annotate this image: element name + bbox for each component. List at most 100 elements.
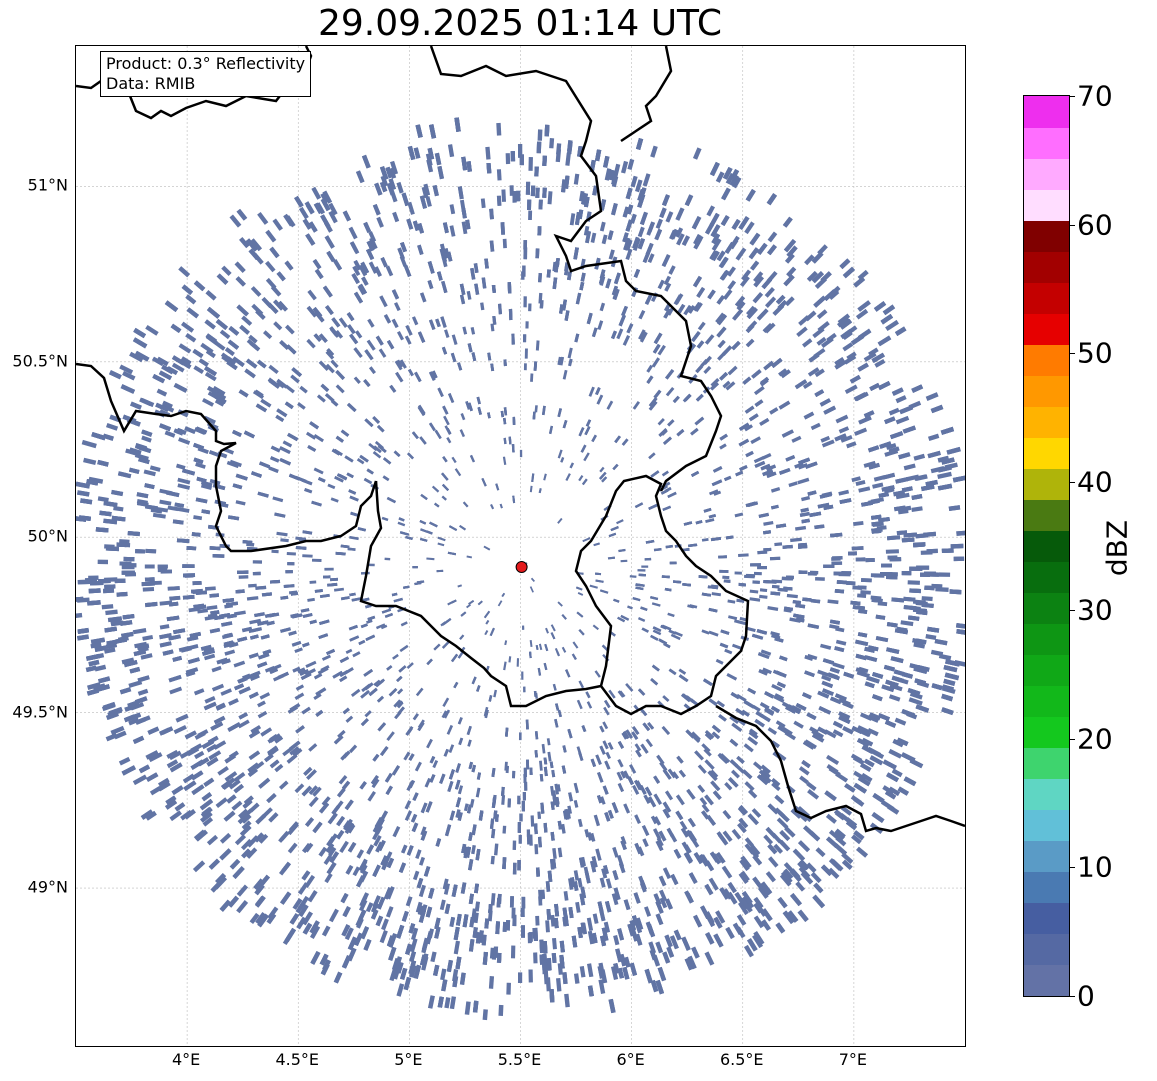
echo-cell [335,329,344,339]
echo-cell [257,700,266,708]
echo-cell [365,902,374,913]
echo-cell [623,956,631,968]
echo-cell [320,192,329,204]
echo-cell [265,260,276,273]
echo-cell [623,899,631,911]
echo-cell [833,843,848,856]
echo-cell [307,597,315,602]
echo-cell [313,673,323,680]
echo-cell [867,714,880,723]
echo-cell [831,556,841,561]
echo-cell [200,483,213,491]
echo-cell [855,846,869,858]
echo-cell [498,1004,504,1016]
echo-cell [434,152,442,166]
echo-cell [525,321,529,329]
echo-cell [352,265,361,277]
echo-cell [806,270,818,282]
echo-cell [913,453,926,461]
echo-cell [366,468,374,475]
echo-cell [260,398,272,408]
echo-cell [888,694,901,702]
echo-cell [270,445,281,453]
echo-cell [530,815,535,827]
echo-cell [180,356,192,366]
echo-cell [763,834,774,845]
echo-cell [415,901,423,913]
echo-cell [891,597,905,603]
echo-cell [375,825,383,835]
echo-cell [809,726,819,735]
echo-cell [797,861,808,872]
echo-cell [709,489,719,496]
echo-cell [789,617,801,623]
echo-cell [767,606,779,611]
echo-cell [260,727,272,737]
echo-cell [537,129,543,141]
echo-cell [87,682,101,690]
echo-cell [355,330,363,339]
echo-cell [466,290,472,300]
echo-cell [810,422,821,431]
echo-cell [545,627,549,634]
echo-cell [860,762,872,772]
echo-cell [838,426,850,434]
echo-cell [255,912,266,925]
echo-cell [835,639,847,646]
echo-cell [655,913,664,926]
echo-cell [506,982,511,995]
echo-cell [855,639,869,647]
echo-cell [504,761,508,771]
echo-cell [893,669,905,677]
echo-cell [613,887,621,901]
echo-cell [611,202,618,216]
echo-cell [765,296,777,308]
echo-cell [704,794,714,806]
echo-cell [349,241,359,253]
echo-cell [501,189,507,202]
echo-cell [739,616,748,622]
echo-cell [658,875,667,887]
echo-cell [285,324,295,335]
echo-cell [300,608,310,613]
echo-cell [128,717,140,726]
echo-cell [294,783,305,794]
echo-cell [308,785,319,795]
echo-cell [592,624,600,631]
echo-cell [348,226,358,240]
echo-cell [654,228,663,241]
echo-cell [736,755,745,764]
echo-cell [806,862,817,873]
echo-cell [599,302,606,312]
echo-cell [852,520,864,527]
echo-cell [665,211,674,223]
echo-cell [713,490,722,496]
echo-cell [248,652,259,659]
echo-cell [412,792,419,802]
echo-cell [596,394,604,405]
echo-cell [326,348,335,357]
echo-cell [550,914,556,927]
echo-cell [305,431,317,440]
echo-cell [858,486,871,493]
echo-cell [841,859,853,870]
echo-cell [508,656,512,663]
echo-cell [328,846,337,857]
echo-cell [701,538,709,542]
echo-cell [461,221,468,235]
echo-cell [648,400,658,411]
echo-cell [360,926,370,940]
echo-cell [217,766,229,776]
echo-cell [321,925,331,937]
echo-cell [754,718,765,728]
echo-cell [193,688,205,696]
echo-cell [708,698,718,706]
echo-cell [708,877,719,891]
echo-cell [608,689,616,699]
echo-cell [143,469,156,477]
echo-cell [861,773,873,783]
echo-cell [169,595,181,601]
echo-cell [159,499,172,506]
echo-cell [489,208,494,220]
echo-cell [580,886,587,899]
